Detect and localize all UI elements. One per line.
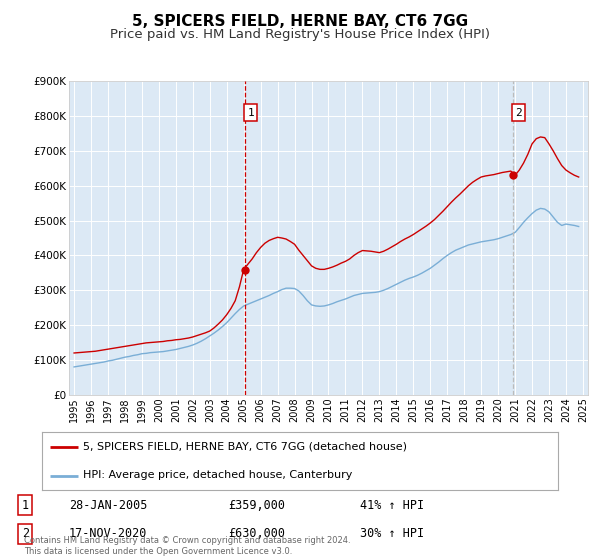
Text: Contains HM Land Registry data © Crown copyright and database right 2024.
This d: Contains HM Land Registry data © Crown c… <box>24 536 350 556</box>
Text: 30% ↑ HPI: 30% ↑ HPI <box>360 527 424 540</box>
Text: HPI: Average price, detached house, Canterbury: HPI: Average price, detached house, Cant… <box>83 470 353 480</box>
Text: 2: 2 <box>515 108 523 118</box>
Text: Price paid vs. HM Land Registry's House Price Index (HPI): Price paid vs. HM Land Registry's House … <box>110 28 490 41</box>
Text: 2: 2 <box>22 527 29 540</box>
Text: 5, SPICERS FIELD, HERNE BAY, CT6 7GG: 5, SPICERS FIELD, HERNE BAY, CT6 7GG <box>132 14 468 29</box>
Text: 28-JAN-2005: 28-JAN-2005 <box>69 498 148 512</box>
Text: 41% ↑ HPI: 41% ↑ HPI <box>360 498 424 512</box>
Text: 17-NOV-2020: 17-NOV-2020 <box>69 527 148 540</box>
Text: £630,000: £630,000 <box>228 527 285 540</box>
Text: 1: 1 <box>22 498 29 512</box>
Text: 5, SPICERS FIELD, HERNE BAY, CT6 7GG (detached house): 5, SPICERS FIELD, HERNE BAY, CT6 7GG (de… <box>83 441 407 451</box>
Text: £359,000: £359,000 <box>228 498 285 512</box>
Text: 1: 1 <box>247 108 254 118</box>
